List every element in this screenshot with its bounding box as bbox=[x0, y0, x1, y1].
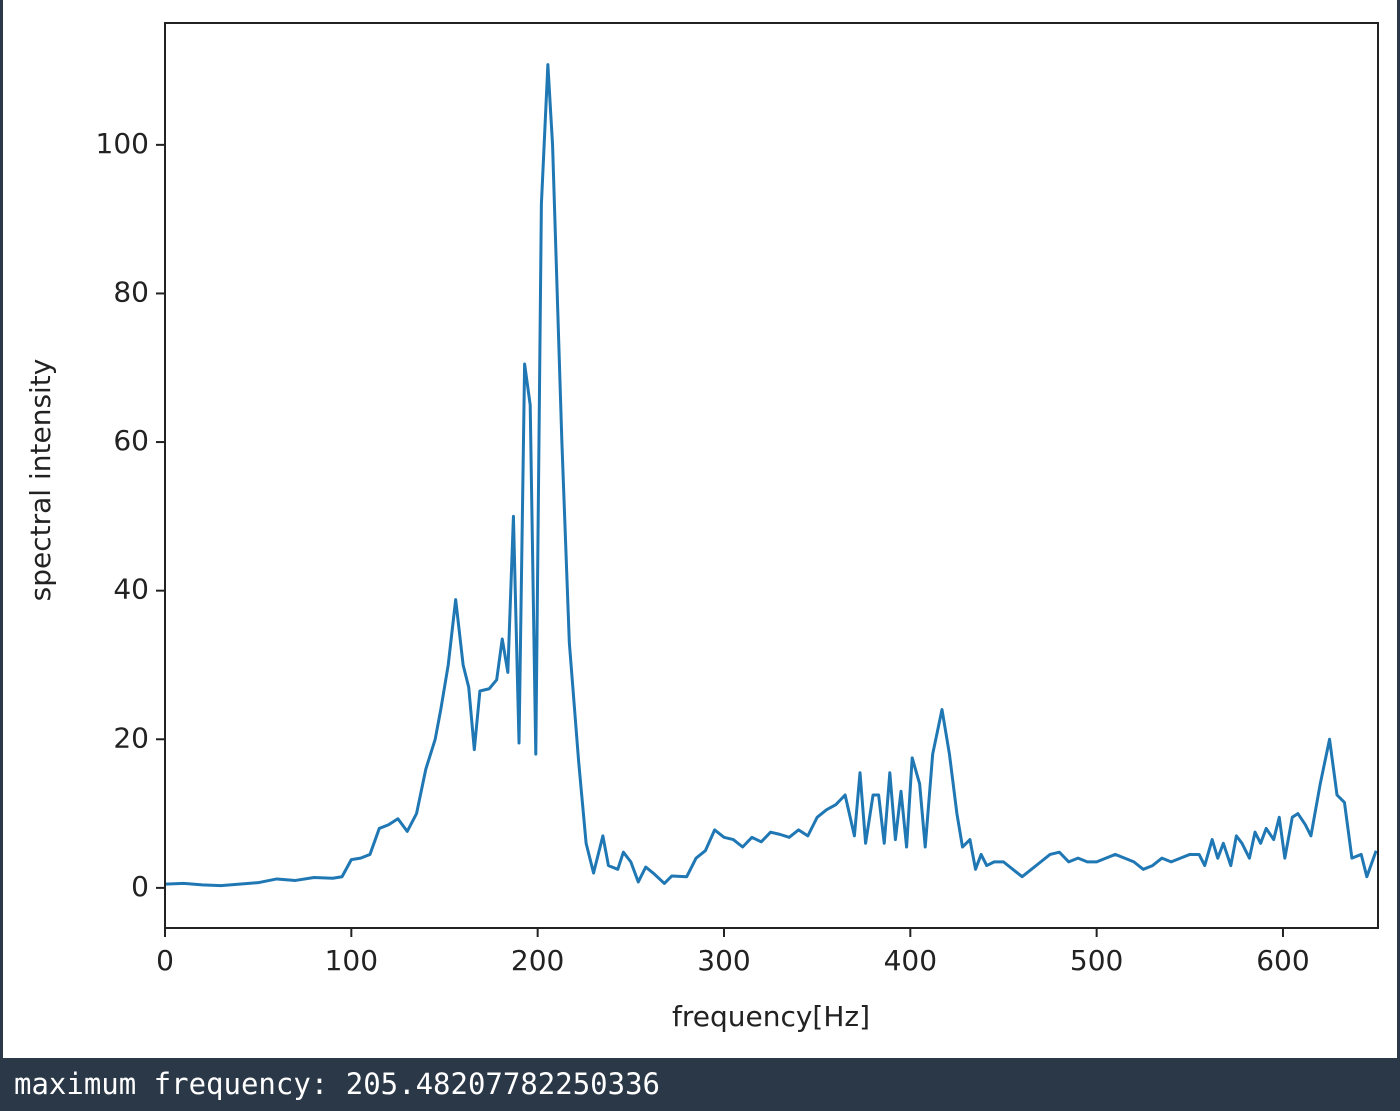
y-tick-label: 40 bbox=[113, 573, 149, 606]
x-tick-label: 100 bbox=[325, 944, 378, 977]
x-tick-label: 500 bbox=[1070, 944, 1123, 977]
x-tick-label: 400 bbox=[884, 944, 937, 977]
y-tick-label: 0 bbox=[131, 870, 149, 903]
chart: frequency[Hz] spectral intensity 0 100 200… bbox=[24, 22, 1379, 1033]
y-tick-label: 20 bbox=[113, 721, 149, 754]
console-output: maximum frequency: 205.48207782250336 bbox=[0, 1058, 1400, 1111]
y-tick-label: 80 bbox=[113, 275, 149, 308]
x-tick-label: 200 bbox=[511, 944, 564, 977]
x-axis-label: frequency[Hz] bbox=[672, 1000, 870, 1033]
y-tick-label: 60 bbox=[113, 424, 149, 457]
x-tick-label: 300 bbox=[697, 944, 750, 977]
x-tick-label: 600 bbox=[1256, 944, 1309, 977]
y-tick-label: 100 bbox=[96, 127, 149, 160]
x-tick-label: 0 bbox=[156, 944, 174, 977]
plot-frame bbox=[164, 22, 1379, 929]
data-line bbox=[165, 63, 1378, 888]
y-axis-label: spectral intensity bbox=[24, 359, 57, 602]
